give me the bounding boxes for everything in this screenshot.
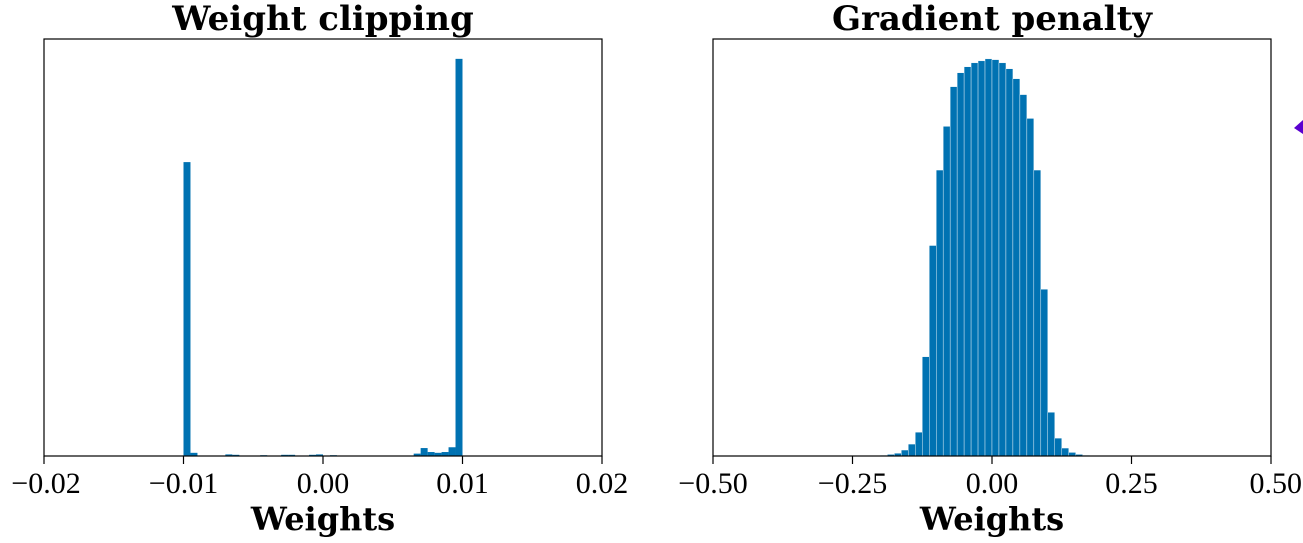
bar-weight-clipping-15: [449, 447, 456, 456]
x-axis-label-gradient-penalty: Weights: [919, 500, 1064, 538]
bar-gradient-penalty-6: [922, 357, 929, 456]
x-tick-label-weight-clipping-1: −0.01: [149, 467, 218, 500]
x-tick-label-weight-clipping-2: 0.00: [297, 467, 350, 500]
bar-gradient-penalty-14: [978, 61, 985, 456]
chart-title-gradient-penalty: Gradient penalty: [832, 0, 1153, 39]
bar-gradient-penalty-20: [1020, 95, 1027, 456]
bar-gradient-penalty-9: [943, 126, 950, 456]
bar-gradient-penalty-8: [936, 170, 943, 456]
bar-gradient-penalty-5: [915, 432, 922, 456]
bar-gradient-penalty-17: [999, 63, 1006, 456]
bar-weight-clipping-0: [184, 162, 191, 456]
x-tick-label-weight-clipping-4: 0.02: [576, 467, 629, 500]
x-tick-label-weight-clipping-0: −0.02: [11, 467, 80, 500]
x-tick-label-gradient-penalty-0: −0.50: [678, 467, 747, 500]
bar-gradient-penalty-11: [957, 73, 964, 456]
x-axis-label-weight-clipping: Weights: [250, 500, 395, 538]
plot-frame-weight-clipping: [44, 39, 602, 456]
x-ticks-gradient-penalty: −0.50 −0.25 0.00 0.25 0.50: [678, 456, 1302, 500]
gradient-penalty-chart: Gradient penalty −0.50 −0.25 0.00 0.25 0.50 …: [678, 0, 1302, 538]
bar-gradient-penalty-3: [901, 450, 908, 456]
bars-gradient-penalty: [880, 59, 1089, 456]
bar-gradient-penalty-18: [1006, 69, 1013, 456]
bar-weight-clipping-11: [421, 448, 428, 456]
bar-gradient-penalty-19: [1013, 79, 1020, 456]
bars-weight-clipping: [184, 59, 463, 456]
bar-gradient-penalty-21: [1027, 118, 1034, 456]
x-ticks-weight-clipping: −0.02 −0.01 0.00 0.01 0.02: [11, 456, 628, 500]
x-tick-label-gradient-penalty-3: 0.25: [1105, 467, 1158, 500]
bar-gradient-penalty-16: [992, 60, 999, 456]
bar-gradient-penalty-12: [964, 67, 971, 456]
bar-gradient-penalty-4: [908, 444, 915, 456]
bar-gradient-penalty-26: [1062, 448, 1069, 456]
bar-gradient-penalty-13: [971, 63, 978, 456]
weight-clipping-chart: Weight clipping −0.02 −0.01 0.00 0.01 0.02 W…: [11, 0, 628, 538]
bar-gradient-penalty-23: [1041, 289, 1048, 456]
bar-gradient-penalty-22: [1034, 170, 1041, 456]
bar-gradient-penalty-24: [1048, 412, 1055, 456]
bar-weight-clipping-16: [456, 59, 463, 456]
partial-arrow-marker-icon: [1294, 120, 1303, 134]
x-tick-label-gradient-penalty-1: −0.25: [818, 467, 887, 500]
x-tick-label-gradient-penalty-4: 0.50: [1250, 467, 1303, 500]
bar-gradient-penalty-25: [1055, 438, 1062, 456]
bar-gradient-penalty-15: [985, 59, 992, 456]
x-tick-label-gradient-penalty-2: 0.00: [966, 467, 1019, 500]
bar-gradient-penalty-10: [950, 87, 957, 456]
x-tick-label-weight-clipping-3: 0.01: [436, 467, 489, 500]
bar-gradient-penalty-7: [929, 246, 936, 456]
chart-title-weight-clipping: Weight clipping: [171, 0, 473, 39]
